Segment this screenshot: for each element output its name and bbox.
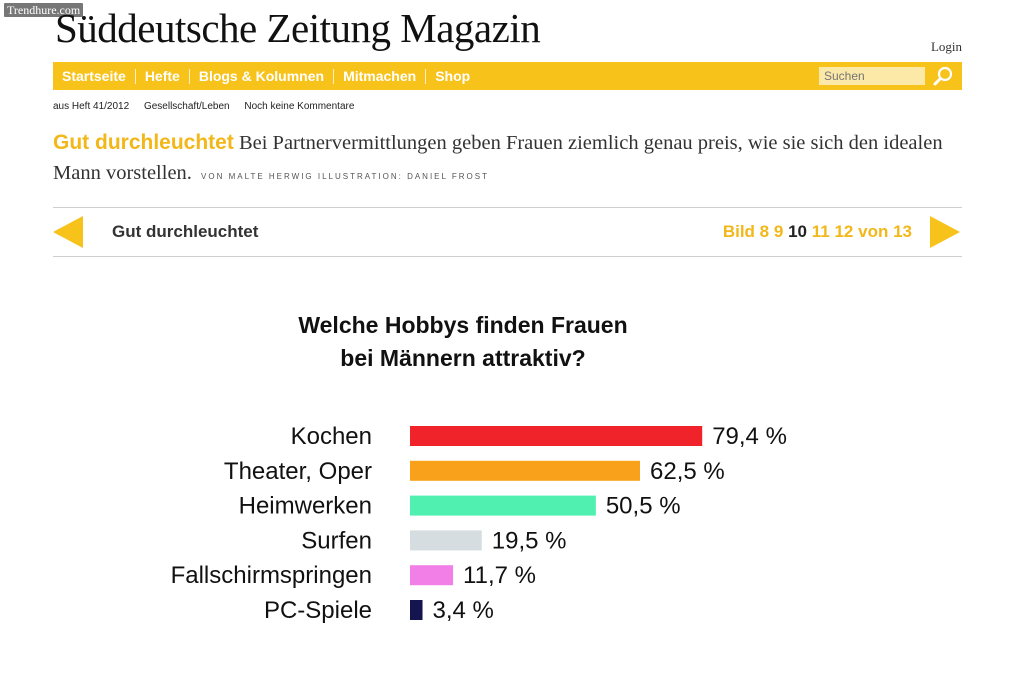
nav-item-mitmachen[interactable]: Mitmachen [333, 68, 425, 84]
chart-value-label: 50,5 % [606, 493, 681, 520]
nav-item-hefte[interactable]: Hefte [134, 68, 189, 84]
pager-of-label: von [858, 222, 889, 241]
next-arrow-icon[interactable] [930, 216, 960, 248]
chart-bar [410, 530, 482, 551]
chart-category-label: PC-Spiele [264, 597, 372, 624]
gallery-pager: Bild 8 9 10 11 12 von 13 [723, 222, 912, 242]
article-intro: Gut durchleuchtet Bei Partnervermittlung… [53, 128, 963, 192]
nav-item-shop[interactable]: Shop [425, 68, 479, 84]
chart-category-label: Fallschirmspringen [171, 562, 372, 589]
divider-bottom [53, 256, 962, 257]
chart-bar [410, 600, 423, 620]
article-meta: aus Heft 41/2012 Gesellschaft/Leben Noch… [53, 101, 366, 112]
search-input[interactable] [819, 67, 925, 85]
pager-page-12[interactable]: 12 [834, 222, 854, 241]
comments-link[interactable]: Noch keine Kommentare [244, 101, 355, 112]
chart-value-label: 3,4 % [433, 597, 494, 624]
pager-page-8[interactable]: 8 [759, 222, 770, 241]
chart-value-label: 11,7 % [463, 562, 536, 589]
chart-bar [410, 495, 596, 516]
watermark: Trendhure.com [4, 3, 84, 17]
previous-arrow-icon[interactable] [53, 216, 83, 248]
login-link[interactable]: Login [930, 39, 962, 54]
chart-category-label: Kochen [291, 423, 372, 450]
chart-category-label: Surfen [301, 527, 372, 554]
chart-value-label: 79,4 % [712, 423, 787, 450]
chart-bar [410, 565, 454, 586]
chart-bar [410, 460, 640, 481]
issue-link[interactable]: aus Heft 41/2012 [53, 101, 130, 112]
chart-value-label: 19,5 % [492, 527, 567, 554]
chart-category-label: Heimwerken [239, 493, 372, 520]
article-teaser: Bei Partnervermittlungen geben Frauen zi… [53, 132, 943, 184]
pager-page-11[interactable]: 11 [811, 222, 830, 241]
divider-top [53, 207, 962, 208]
nav-item-startseite[interactable]: Startseite [62, 67, 126, 84]
pager-total: 13 [893, 222, 912, 241]
nav-item-blogs-kolumnen[interactable]: Blogs & Kolumnen [188, 68, 333, 84]
chart-category-label: Theater, Oper [224, 458, 372, 485]
chart-value-label: 62,5 % [650, 458, 725, 485]
chart-bar [410, 426, 703, 446]
chart-title-line-1: Welche Hobbys finden Frauen [298, 312, 628, 338]
pager-page-9[interactable]: 9 [773, 222, 784, 241]
main-navigation: Startseite Hefte Blogs & Kolumnen Mitmac… [53, 62, 962, 90]
pager-label: Bild [722, 222, 755, 241]
magnifier-icon[interactable] [932, 65, 954, 87]
gallery-title: Gut durchleuchtet [112, 222, 259, 241]
article-kicker: Gut durchleuchtet [53, 131, 234, 154]
nav-items: Startseite Hefte Blogs & Kolumnen Mitmac… [53, 62, 479, 90]
chart-title: Welche Hobbys finden Frauen bei Männern … [213, 309, 713, 375]
pager-page-current: 10 [788, 222, 807, 241]
chart-title-line-2: bei Männern attraktiv? [340, 345, 586, 371]
site-logo[interactable]: Süddeutsche Zeitung Magazin [55, 5, 541, 51]
section-link[interactable]: Gesellschaft/Leben [143, 101, 230, 112]
article-credit: VON MALTE HERWIG ILLUSTRATION: DANIEL FR… [201, 172, 489, 181]
